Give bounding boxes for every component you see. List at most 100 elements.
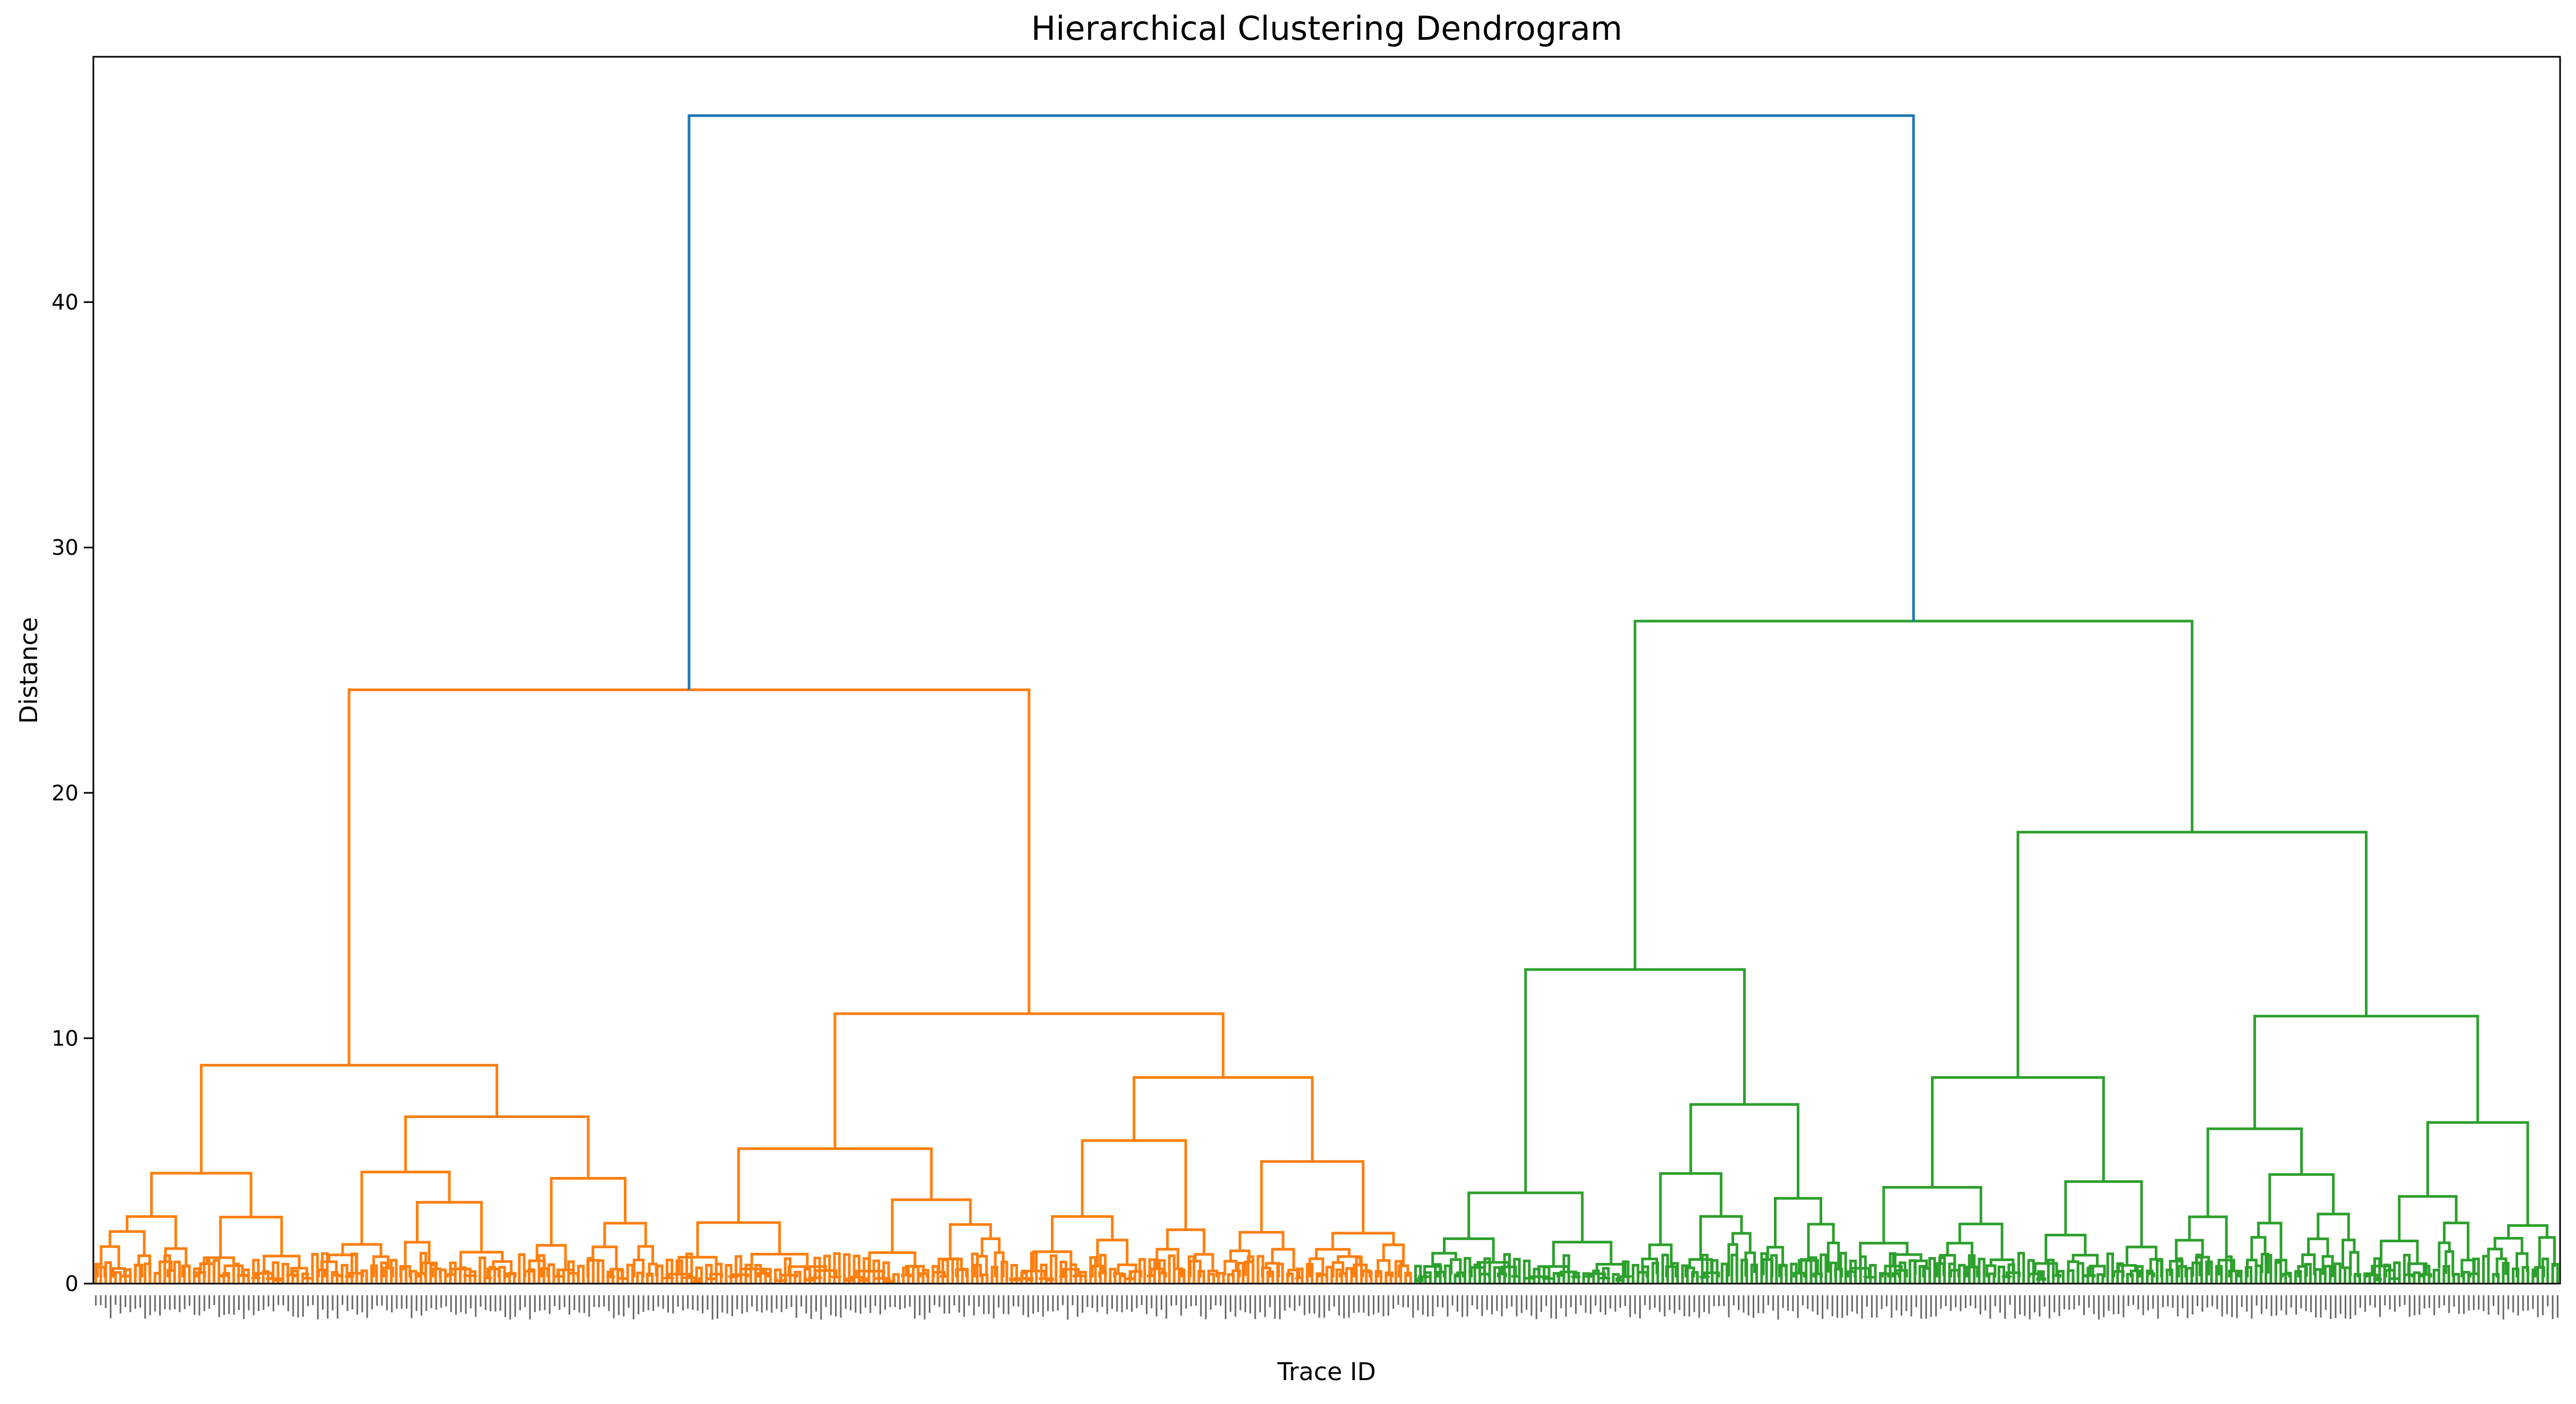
leaf-label-mark xyxy=(1536,1295,1537,1319)
leaf-label-mark xyxy=(948,1295,950,1313)
leaf-label-mark xyxy=(2512,1295,2514,1312)
leaf-label-mark xyxy=(248,1295,249,1310)
leaf-label-mark xyxy=(1718,1295,1720,1306)
leaf-label-mark xyxy=(1980,1295,1981,1314)
leaf-label-mark xyxy=(1003,1295,1004,1314)
leaf-label-mark xyxy=(519,1295,521,1310)
leaf-label-mark xyxy=(2557,1295,2558,1318)
dendrogram-link xyxy=(1060,1277,1066,1278)
leaf-label-mark xyxy=(875,1295,876,1306)
leaf-label-mark xyxy=(223,1295,225,1315)
leaf-label-mark xyxy=(288,1295,289,1311)
leaf-label-mark xyxy=(406,1295,407,1309)
leaf-label-mark xyxy=(2443,1295,2445,1305)
leaf-label-mark xyxy=(2246,1295,2248,1312)
leaf-label-mark xyxy=(529,1295,531,1320)
leaf-label-mark xyxy=(1126,1295,1128,1310)
leaf-label-mark xyxy=(2093,1295,2095,1314)
leaf-label-mark xyxy=(884,1295,886,1310)
leaf-label-mark xyxy=(1723,1295,1725,1306)
leaf-label-mark xyxy=(588,1295,590,1317)
leaf-label-mark xyxy=(1200,1295,1202,1316)
leaf-label-mark xyxy=(2152,1295,2154,1309)
leaf-label-mark xyxy=(1467,1295,1468,1316)
leaf-label-mark xyxy=(2236,1295,2238,1318)
leaf-label-mark xyxy=(889,1295,891,1307)
leaf-label-mark xyxy=(1624,1295,1626,1306)
leaf-label-mark xyxy=(455,1295,457,1315)
leaf-label-mark xyxy=(1841,1295,1843,1318)
leaf-label-mark xyxy=(2335,1295,2336,1318)
leaf-label-mark xyxy=(2044,1295,2046,1307)
leaf-label-mark xyxy=(2177,1295,2179,1316)
leaf-label-mark xyxy=(1866,1295,1868,1306)
leaf-label-mark xyxy=(1397,1295,1399,1305)
leaf-label-mark xyxy=(2295,1295,2297,1314)
leaf-label-mark xyxy=(1822,1295,1823,1319)
leaf-label-mark xyxy=(1393,1295,1394,1309)
leaf-label-mark xyxy=(2266,1295,2267,1309)
leaf-label-mark xyxy=(894,1295,896,1307)
leaf-label-mark xyxy=(1249,1295,1251,1313)
leaf-label-mark xyxy=(425,1295,427,1311)
leaf-label-mark xyxy=(1511,1295,1512,1306)
leaf-label-mark xyxy=(988,1295,989,1314)
leaf-label-mark xyxy=(1096,1295,1098,1312)
leaf-label-mark xyxy=(381,1295,383,1306)
leaf-label-mark xyxy=(1669,1295,1670,1310)
leaf-label-mark xyxy=(1496,1295,1498,1311)
leaf-label-mark xyxy=(1151,1295,1152,1309)
leaf-label-mark xyxy=(1763,1295,1764,1313)
leaf-label-mark xyxy=(544,1295,545,1310)
leaf-label-mark xyxy=(100,1295,101,1305)
leaf-label-mark xyxy=(2167,1295,2169,1306)
leaf-label-mark xyxy=(1373,1295,1374,1314)
leaf-label-mark xyxy=(1960,1295,1962,1311)
leaf-label-mark xyxy=(1447,1295,1448,1316)
leaf-label-mark xyxy=(1111,1295,1113,1309)
leaf-label-mark xyxy=(1995,1295,1996,1306)
leaf-label-mark xyxy=(973,1295,975,1315)
leaf-label-mark xyxy=(179,1295,180,1312)
leaf-label-mark xyxy=(796,1295,797,1318)
leaf-label-mark xyxy=(2197,1295,2198,1306)
leaf-label-mark xyxy=(233,1295,235,1315)
leaf-label-mark xyxy=(845,1295,847,1309)
leaf-label-mark xyxy=(815,1295,817,1312)
leaf-label-mark xyxy=(1028,1295,1029,1318)
leaf-label-mark xyxy=(2068,1295,2070,1310)
leaf-label-mark xyxy=(855,1295,856,1313)
leaf-label-mark xyxy=(1871,1295,1873,1318)
leaf-label-mark xyxy=(2009,1295,2011,1305)
leaf-label-mark xyxy=(811,1295,812,1319)
leaf-label-mark xyxy=(1294,1295,1295,1311)
leaf-label-mark xyxy=(174,1295,176,1309)
leaf-label-mark xyxy=(1985,1295,1986,1311)
leaf-label-mark xyxy=(2162,1295,2164,1307)
leaf-label-mark xyxy=(1689,1295,1690,1316)
leaf-label-mark xyxy=(1313,1295,1315,1314)
leaf-label-mark xyxy=(2433,1295,2435,1315)
leaf-label-mark xyxy=(968,1295,970,1306)
leaf-label-mark xyxy=(1156,1295,1158,1316)
leaf-label-mark xyxy=(978,1295,980,1306)
leaf-label-mark xyxy=(475,1295,476,1317)
leaf-label-mark xyxy=(2118,1295,2119,1314)
leaf-label-mark xyxy=(1324,1295,1325,1318)
leaf-label-mark xyxy=(1042,1295,1044,1316)
leaf-label-mark xyxy=(2389,1295,2391,1310)
leaf-label-mark xyxy=(2488,1295,2490,1315)
leaf-label-mark xyxy=(1600,1295,1602,1312)
leaf-label-mark xyxy=(2113,1295,2114,1314)
leaf-label-mark xyxy=(2147,1295,2149,1310)
leaf-label-mark xyxy=(490,1295,491,1311)
leaf-label-mark xyxy=(2212,1295,2213,1306)
dendrogram-link xyxy=(1586,1276,1592,1277)
leaf-label-mark xyxy=(1407,1295,1409,1307)
leaf-label-mark xyxy=(1615,1295,1616,1312)
leaf-label-mark xyxy=(1032,1295,1034,1314)
leaf-label-mark xyxy=(263,1295,264,1310)
leaf-label-mark xyxy=(2497,1295,2499,1315)
dendrogram-link xyxy=(832,1277,841,1278)
leaf-label-mark xyxy=(2527,1295,2529,1311)
